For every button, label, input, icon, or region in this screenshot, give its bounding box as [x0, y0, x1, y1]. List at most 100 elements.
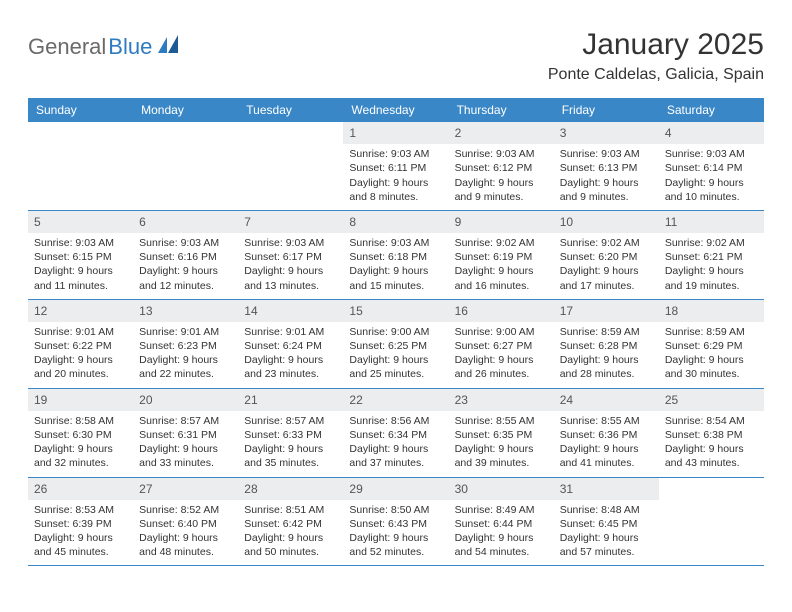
sunrise-line: Sunrise: 9:03 AM [560, 147, 653, 161]
sunrise-line: Sunrise: 8:54 AM [665, 414, 758, 428]
day-number: 13 [133, 300, 238, 322]
daylight-line-2: and 54 minutes. [455, 545, 548, 559]
calendar-empty-cell [133, 122, 238, 210]
day-details: Sunrise: 9:03 AMSunset: 6:18 PMDaylight:… [343, 233, 448, 299]
daylight-line-1: Daylight: 9 hours [665, 264, 758, 278]
sunrise-line: Sunrise: 8:57 AM [244, 414, 337, 428]
calendar-week-row: 26Sunrise: 8:53 AMSunset: 6:39 PMDayligh… [28, 478, 764, 567]
daylight-line-2: and 10 minutes. [665, 190, 758, 204]
daylight-line-2: and 50 minutes. [244, 545, 337, 559]
day-number: 28 [238, 478, 343, 500]
daylight-line-2: and 41 minutes. [560, 456, 653, 470]
day-details: Sunrise: 9:03 AMSunset: 6:11 PMDaylight:… [343, 144, 448, 210]
title-block: January 2025 Ponte Caldelas, Galicia, Sp… [548, 28, 764, 84]
day-details: Sunrise: 8:59 AMSunset: 6:28 PMDaylight:… [554, 322, 659, 388]
sunset-line: Sunset: 6:39 PM [34, 517, 127, 531]
calendar-grid: SundayMondayTuesdayWednesdayThursdayFrid… [28, 98, 764, 566]
daylight-line-1: Daylight: 9 hours [139, 353, 232, 367]
month-title: January 2025 [548, 28, 764, 62]
day-number: 16 [449, 300, 554, 322]
calendar-week-row: 12Sunrise: 9:01 AMSunset: 6:22 PMDayligh… [28, 300, 764, 389]
daylight-line-2: and 19 minutes. [665, 279, 758, 293]
sunset-line: Sunset: 6:15 PM [34, 250, 127, 264]
logo-text-blue: Blue [108, 34, 152, 60]
daylight-line-1: Daylight: 9 hours [244, 353, 337, 367]
day-details: Sunrise: 9:03 AMSunset: 6:17 PMDaylight:… [238, 233, 343, 299]
day-details: Sunrise: 9:01 AMSunset: 6:22 PMDaylight:… [28, 322, 133, 388]
sunrise-line: Sunrise: 9:03 AM [349, 147, 442, 161]
sunset-line: Sunset: 6:22 PM [34, 339, 127, 353]
calendar-day-cell: 26Sunrise: 8:53 AMSunset: 6:39 PMDayligh… [28, 478, 133, 566]
calendar-week-row: 19 Sunrise: 8:58 AMSunset: 6:30 PM Dayligh… [28, 389, 764, 478]
day-number: 21 [238, 389, 343, 411]
sunrise-line: Sunrise: 8:55 AM [455, 414, 548, 428]
daylight-line-2: and 9 minutes. [560, 190, 653, 204]
sunset-line: Sunset: 6:30 PM [34, 428, 127, 442]
day-details: Sunrise: 9:02 AMSunset: 6:20 PMDaylight:… [554, 233, 659, 299]
daylight-line-2: and 26 minutes. [455, 367, 548, 381]
day-details: Sunrise: 9:03 AMSunset: 6:16 PMDaylight:… [133, 233, 238, 299]
sunset-line: Sunset: 6:43 PM [349, 517, 442, 531]
day-number: 18 [659, 300, 764, 322]
day-details: Sunrise: 9:03 AMSunset: 6:13 PMDaylight:… [554, 144, 659, 210]
day-number: 15 [343, 300, 448, 322]
weekday-header-cell: Wednesday [343, 98, 448, 122]
sunset-line: Sunset: 6:25 PM [349, 339, 442, 353]
day-details: Sunrise: 8:55 AMSunset: 6:35 PMDaylight:… [449, 411, 554, 477]
daylight-line-2: and 35 minutes. [244, 456, 337, 470]
daylight-line-1: Daylight: 9 hours [139, 264, 232, 278]
sunrise-line: Sunrise: 9:01 AM [139, 325, 232, 339]
sunrise-line: Sunrise: 9:02 AM [560, 236, 653, 250]
calendar-day-cell: 11Sunrise: 9:02 AMSunset: 6:21 PMDayligh… [659, 211, 764, 299]
daylight-line-1: Daylight: 9 hours [244, 442, 337, 456]
daylight-line-1: Daylight: 9 hours [139, 442, 232, 456]
sunrise-line: Sunrise: 9:02 AM [665, 236, 758, 250]
sunrise-line: Sunrise: 9:01 AM [34, 325, 127, 339]
daylight-line-2: and 32 minutes. [34, 456, 127, 470]
day-number: 12 [28, 300, 133, 322]
calendar-day-cell: 23Sunrise: 8:55 AMSunset: 6:35 PMDayligh… [449, 389, 554, 477]
daylight-line-2: and 33 minutes. [139, 456, 232, 470]
calendar-page: GeneralBlue January 2025 Ponte Caldelas,… [0, 0, 792, 586]
daylight-line-1: Daylight: 9 hours [244, 531, 337, 545]
sunrise-line: Sunrise: 9:03 AM [349, 236, 442, 250]
daylight-line-1: Daylight: 9 hours [560, 176, 653, 190]
day-number: 26 [28, 478, 133, 500]
daylight-line-1: Daylight: 9 hours [34, 531, 127, 545]
calendar-week-row: 1Sunrise: 9:03 AMSunset: 6:11 PMDaylight… [28, 122, 764, 211]
weekday-header-cell: Tuesday [238, 98, 343, 122]
sunset-line: Sunset: 6:13 PM [560, 161, 653, 175]
sunrise-line: Sunrise: 9:03 AM [34, 236, 127, 250]
weekday-header-row: SundayMondayTuesdayWednesdayThursdayFrid… [28, 98, 764, 122]
sunset-line: Sunset: 6:27 PM [455, 339, 548, 353]
daylight-line-2: and 57 minutes. [560, 545, 653, 559]
daylight-line-2: and 15 minutes. [349, 279, 442, 293]
sunset-line: Sunset: 6:31 PM [139, 428, 232, 442]
day-details: Sunrise: 9:01 AMSunset: 6:24 PMDaylight:… [238, 322, 343, 388]
calendar-day-cell: 4Sunrise: 9:03 AMSunset: 6:14 PMDaylight… [659, 122, 764, 210]
day-details: Sunrise: 9:03 AMSunset: 6:15 PMDaylight:… [28, 233, 133, 299]
day-number: 19 [28, 389, 133, 411]
sunrise-line: Sunrise: 8:58 AM [34, 414, 127, 428]
daylight-line-1: Daylight: 9 hours [455, 176, 548, 190]
calendar-day-cell: 19Sunrise: 8:58 AMSunset: 6:30 PMDayligh… [28, 389, 133, 477]
day-number: 25 [659, 389, 764, 411]
page-header: GeneralBlue January 2025 Ponte Caldelas,… [28, 28, 764, 84]
day-details: Sunrise: 8:52 AMSunset: 6:40 PMDaylight:… [133, 500, 238, 566]
sunset-line: Sunset: 6:38 PM [665, 428, 758, 442]
day-details: Sunrise: 8:57 AMSunset: 6:31 PMDaylight:… [133, 411, 238, 477]
daylight-line-2: and 30 minutes. [665, 367, 758, 381]
day-number: 30 [449, 478, 554, 500]
sunrise-line: Sunrise: 8:55 AM [560, 414, 653, 428]
sunset-line: Sunset: 6:20 PM [560, 250, 653, 264]
day-details: Sunrise: 8:56 AMSunset: 6:34 PMDaylight:… [343, 411, 448, 477]
day-number: 3 [554, 122, 659, 144]
sunset-line: Sunset: 6:28 PM [560, 339, 653, 353]
day-details: Sunrise: 8:53 AMSunset: 6:39 PMDaylight:… [28, 500, 133, 566]
day-details: Sunrise: 8:54 AMSunset: 6:38 PMDaylight:… [659, 411, 764, 477]
sunrise-line: Sunrise: 9:03 AM [139, 236, 232, 250]
daylight-line-2: and 45 minutes. [34, 545, 127, 559]
daylight-line-2: and 39 minutes. [455, 456, 548, 470]
daylight-line-1: Daylight: 9 hours [349, 442, 442, 456]
day-details: Sunrise: 9:01 AMSunset: 6:23 PMDaylight:… [133, 322, 238, 388]
